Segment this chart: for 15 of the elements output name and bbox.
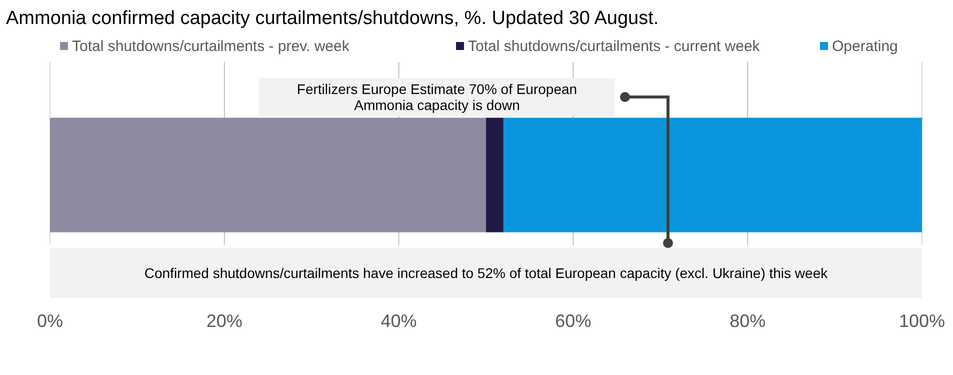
x-tick-label: 0%	[36, 311, 64, 331]
legend-label: Total shutdowns/curtailments - prev. week	[72, 38, 350, 55]
bar	[486, 118, 504, 232]
x-tick-label: 80%	[730, 311, 766, 331]
x-tick-label: 20%	[206, 311, 242, 331]
legend-label: Total shutdowns/curtailments - current week	[468, 38, 760, 55]
annotation: Fertilizers Europe Estimate 70% of European Ammonia capacity is down	[296, 81, 578, 113]
bar	[503, 118, 922, 232]
text: Confirmed shutdowns/curtailments have increased to 52% of total European capacity (excl. Ukraine) this week	[144, 265, 829, 281]
x-tick-label: 60%	[555, 311, 592, 331]
x-tick-label: 100%	[898, 311, 946, 331]
bar	[50, 118, 486, 232]
x-tick-label: 40%	[380, 311, 417, 331]
legend-label: Operating	[832, 38, 898, 55]
chart-title: Ammonia confirmed capacity curtailments/shutdowns, %. Updated 30 August.	[6, 8, 659, 29]
